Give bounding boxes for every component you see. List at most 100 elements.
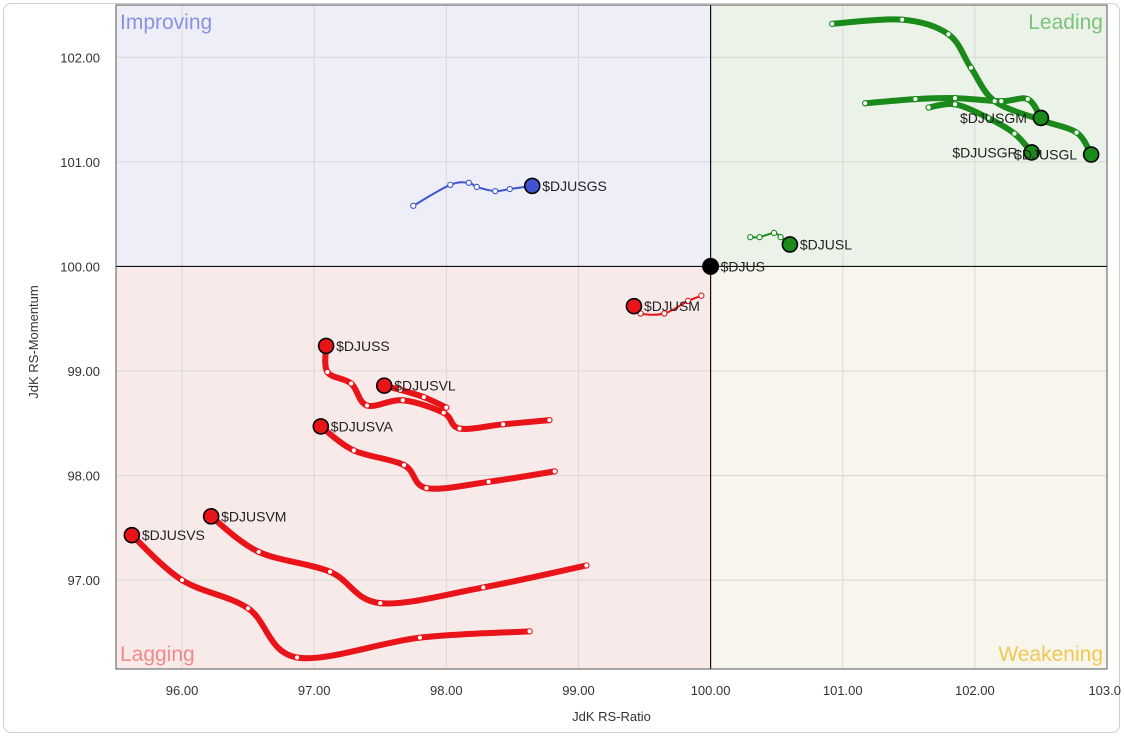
quadrant-label-lagging: Lagging — [120, 643, 195, 666]
point-djusvm — [255, 548, 262, 556]
label-djuss: $DJUSS — [336, 338, 390, 354]
x-tick-label: 100.00 — [691, 683, 731, 698]
point-djuss — [363, 402, 371, 409]
point-djuss — [456, 425, 463, 432]
y-tick-label: 99.00 — [67, 364, 100, 379]
point-djusgr — [925, 104, 932, 111]
head-djusgs — [523, 177, 541, 195]
y-tick-label: 101.00 — [60, 155, 100, 170]
point-djusgs — [492, 187, 499, 195]
head-djusgl — [1082, 146, 1100, 163]
point-djusgs — [447, 181, 454, 189]
series-points — [178, 16, 1080, 661]
quadrant-label-leading: Leading — [1028, 11, 1103, 34]
point-djusva — [400, 461, 408, 469]
point-djusgs — [473, 183, 480, 191]
point-djusgm — [912, 95, 919, 103]
point-djusl — [756, 233, 763, 241]
x-tick-label: 97.00 — [298, 683, 331, 698]
label-djusva: $DJUSVA — [331, 418, 394, 434]
label-djusvl: $DJUSVL — [394, 378, 456, 394]
point-djusvm — [480, 584, 487, 591]
label-djusgm: $DJUSGM — [960, 110, 1027, 126]
point-djusgl — [991, 98, 998, 105]
point-djusgm — [951, 94, 959, 102]
point-djuss — [546, 416, 553, 424]
label-djusgl: $DJUSGL — [1014, 147, 1077, 163]
head-djusgm — [1032, 109, 1050, 127]
point-djuss — [399, 397, 406, 404]
point-djusl — [770, 229, 778, 237]
head-djusl — [781, 236, 799, 253]
x-tick-label: 102.00 — [955, 683, 995, 698]
point-djusgs — [506, 185, 513, 193]
point-djusvs — [416, 634, 424, 641]
y-axis-label: JdK RS-Momentum — [26, 285, 41, 398]
x-tick-label: 103.0 — [1088, 683, 1121, 698]
plot-border — [115, 4, 1108, 670]
point-djuss — [348, 380, 355, 387]
point-djusvs — [178, 576, 186, 584]
x-tick-label: 101.00 — [823, 683, 863, 698]
head-djusm — [625, 297, 643, 315]
x-tick-label: 98.00 — [430, 683, 463, 698]
point-djusvl — [420, 393, 428, 401]
point-djusgl — [899, 16, 906, 23]
point-djuss — [500, 421, 507, 428]
y-axis-ticks: 97.00 98.00 99.00 100.00 101.00 102.00 — [60, 50, 100, 588]
symbol-labels: $DJUS $DJUSGS $DJUSL $DJUSGM $DJUSGR $DJ… — [142, 110, 1077, 543]
label-djusl: $DJUSL — [800, 236, 852, 252]
head-djuss — [317, 337, 335, 355]
point-djusva — [485, 478, 492, 485]
label-djusm: $DJUSM — [644, 298, 700, 314]
head-djusva — [312, 418, 330, 435]
point-djusvm — [326, 568, 334, 575]
y-tick-label: 97.00 — [67, 573, 100, 588]
point-djusva — [423, 484, 430, 492]
y-tick-label: 102.00 — [60, 50, 100, 65]
quadrant-improving — [116, 5, 711, 267]
x-axis-ticks: 96.00 97.00 98.00 99.00 100.00 101.00 102.00 10… — [166, 683, 1121, 698]
point-djusgm — [998, 98, 1005, 105]
point-djusgr — [984, 114, 992, 122]
x-axis-label: JdK RS-Ratio — [572, 709, 651, 724]
point-djusgl — [829, 20, 836, 27]
point-djusgr — [1011, 130, 1018, 137]
y-tick-label: 100.00 — [60, 259, 100, 274]
point-djusgs — [465, 179, 472, 186]
point-djusvs — [293, 654, 301, 661]
point-djusgm — [862, 100, 869, 107]
label-djusvm: $DJUSVM — [221, 508, 286, 524]
point-djuss — [324, 368, 331, 376]
quadrant-label-weakening: Weakening — [998, 643, 1103, 666]
point-djusl — [777, 233, 784, 241]
point-djusvl — [396, 386, 404, 393]
point-djusgl — [1073, 129, 1080, 136]
series-heads — [123, 109, 1100, 544]
quadrant-weakening — [710, 266, 1107, 669]
x-tick-label: 99.00 — [562, 683, 595, 698]
point-djusgl — [945, 31, 952, 38]
point-djusm — [684, 297, 692, 305]
point-djusgl — [967, 64, 975, 71]
y-tick-label: 98.00 — [67, 469, 100, 484]
point-djusvm — [377, 599, 384, 607]
head-djusvl — [375, 377, 393, 394]
point-djusgs — [410, 202, 417, 209]
point-djusm — [698, 292, 705, 299]
label-djusgs: $DJUSGS — [542, 178, 607, 194]
x-tick-label: 96.00 — [166, 683, 199, 698]
point-djusm — [661, 310, 668, 317]
point-djusvs — [244, 605, 252, 612]
quadrant-leading — [710, 5, 1107, 267]
label-djusvs: $DJUSVS — [142, 527, 205, 543]
quadrant-label-improving: Improving — [120, 11, 212, 34]
point-djusgm — [1024, 95, 1031, 103]
quadrant-backgrounds — [116, 5, 1107, 669]
center-lines — [116, 5, 1107, 669]
point-djusva — [350, 447, 357, 454]
head-djusvs — [123, 526, 141, 544]
point-djusvm — [583, 562, 590, 569]
point-djusva — [551, 468, 558, 475]
